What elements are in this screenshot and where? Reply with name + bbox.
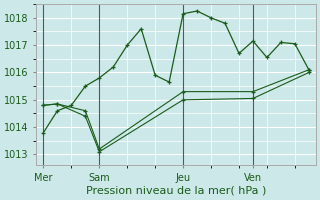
X-axis label: Pression niveau de la mer( hPa ): Pression niveau de la mer( hPa ) [86, 186, 266, 196]
